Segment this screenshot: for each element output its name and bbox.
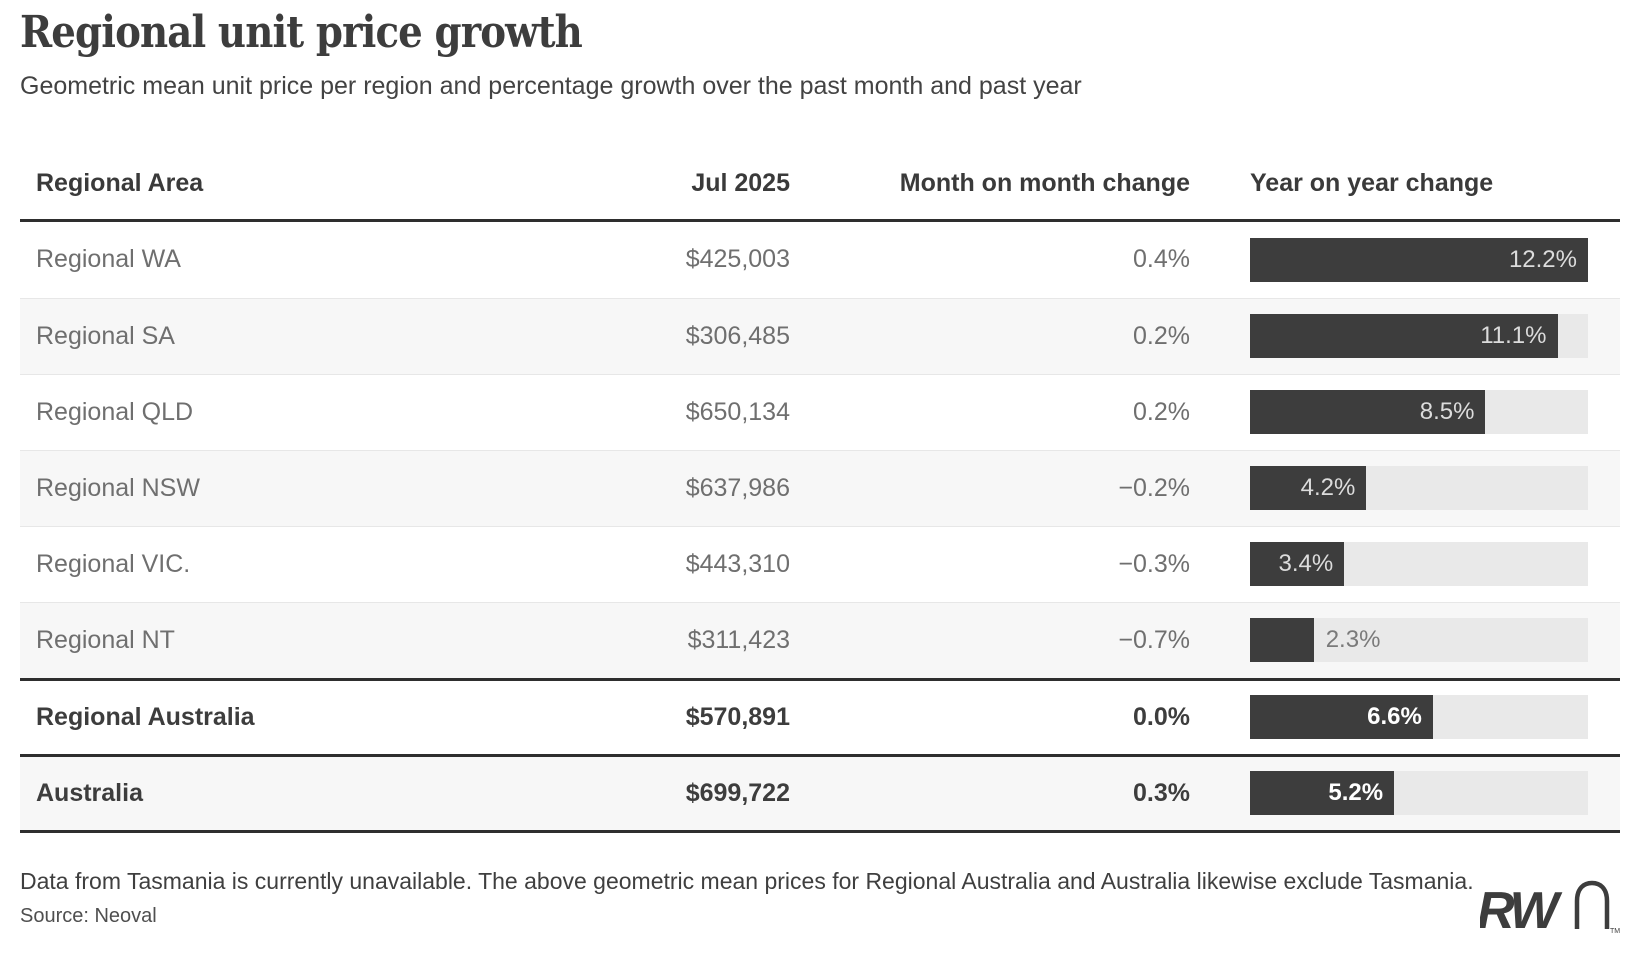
yoy-bar-fill: 11.1% <box>1250 314 1558 359</box>
column-header-year-change: Year on year change <box>1250 168 1494 197</box>
mom-change-cell: 0.2% <box>1133 321 1190 350</box>
yoy-bar-label: 12.2% <box>1508 245 1577 273</box>
mom-change-cell: −0.2% <box>1118 473 1190 502</box>
yoy-bar-track: 4.2% <box>1250 466 1588 511</box>
yoy-bar-fill: 6.6% <box>1250 695 1433 740</box>
price-cell: $699,722 <box>685 778 790 807</box>
yoy-change-cell: 8.5% <box>1250 390 1588 435</box>
mom-change-cell: −0.3% <box>1118 549 1190 578</box>
table-row: Regional WA $425,003 0.4% 12.2% <box>20 222 1620 298</box>
source-credit: Source: Neoval <box>20 905 157 928</box>
yoy-change-cell: 12.2% <box>1250 237 1588 282</box>
yoy-bar-label: 5.2% <box>1328 779 1384 807</box>
footer: Data from Tasmania is currently unavaila… <box>20 867 1620 942</box>
yoy-bar-track: 11.1% <box>1250 314 1588 359</box>
yoy-change-cell: 5.2% <box>1250 771 1588 816</box>
yoy-bar-fill <box>1250 618 1314 663</box>
yoy-change-cell: 6.6% <box>1250 695 1588 740</box>
region-cell: Regional NSW <box>36 473 200 502</box>
rwn-logo-image: RW TM <box>1477 880 1620 940</box>
region-cell: Regional SA <box>36 321 175 350</box>
yoy-bar-label: 8.5% <box>1419 398 1475 426</box>
table-row: Regional QLD $650,134 0.2% 8.5% <box>20 373 1620 450</box>
page-title: Regional unit price growth <box>20 7 583 58</box>
table-row: Regional Australia $570,891 0.0% 6.6% <box>20 677 1620 754</box>
mom-change-cell: −0.7% <box>1118 625 1190 654</box>
yoy-bar-fill: 12.2% <box>1250 237 1588 282</box>
region-cell: Regional WA <box>36 245 181 274</box>
region-cell: Regional VIC. <box>36 549 191 578</box>
page-subtitle: Geometric mean unit price per region and… <box>20 71 1082 100</box>
mom-change-cell: 0.0% <box>1133 702 1190 731</box>
logo-n-glyph <box>1574 880 1610 929</box>
table-body: Regional WA $425,003 0.4% 12.2% Regional SA $… <box>20 222 1620 830</box>
yoy-bar-label: 6.6% <box>1367 703 1422 731</box>
mom-change-cell: 0.3% <box>1133 778 1190 807</box>
rwn-logo: RW TM <box>1477 879 1620 942</box>
price-growth-table: Regional Area Jul 2025 Month on month ch… <box>20 148 1620 833</box>
yoy-bar-track: 12.2% <box>1250 237 1588 282</box>
price-cell: $650,134 <box>685 397 790 426</box>
yoy-change-cell: 4.2% <box>1250 466 1588 511</box>
table-header-row: Regional Area Jul 2025 Month on month ch… <box>20 148 1620 222</box>
yoy-bar-track: 3.4% <box>1250 542 1588 587</box>
price-cell: $306,485 <box>685 321 790 350</box>
region-cell: Regional QLD <box>36 397 194 426</box>
column-header-jul-2025: Jul 2025 <box>691 168 790 197</box>
logo-tm-mark: TM <box>1610 928 1620 935</box>
region-cell: Regional NT <box>36 625 175 654</box>
yoy-change-cell: 11.1% <box>1250 314 1588 359</box>
region-cell: Regional Australia <box>36 702 255 731</box>
table-row: Regional NSW $637,986 −0.2% 4.2% <box>20 449 1620 526</box>
mom-change-cell: 0.2% <box>1133 397 1190 426</box>
yoy-bar-track: 6.6% <box>1250 695 1588 740</box>
yoy-bar-label: 2.3% <box>1325 626 1381 654</box>
yoy-bar-track: 5.2% <box>1250 771 1588 816</box>
price-cell: $425,003 <box>685 245 790 274</box>
table-row: Regional VIC. $443,310 −0.3% 3.4% <box>20 525 1620 602</box>
yoy-bar-track: 8.5% <box>1250 390 1588 435</box>
yoy-bar-label: 4.2% <box>1300 474 1356 502</box>
region-cell: Australia <box>36 778 143 807</box>
tasmania-footnote: Data from Tasmania is currently unavaila… <box>20 867 1474 894</box>
yoy-change-cell: 2.3% <box>1250 618 1588 663</box>
table-row: Regional NT $311,423 −0.7% 2.3% <box>20 601 1620 678</box>
infographic: Regional unit price growth Geometric mea… <box>20 7 1620 942</box>
mom-change-cell: 0.4% <box>1133 245 1190 274</box>
price-cell: $443,310 <box>685 549 790 578</box>
price-cell: $637,986 <box>685 473 790 502</box>
yoy-bar-label: 3.4% <box>1278 550 1334 578</box>
yoy-bar-track: 2.3% <box>1250 618 1588 663</box>
table-row: Australia $699,722 0.3% 5.2% <box>20 753 1620 830</box>
price-cell: $570,891 <box>685 702 790 731</box>
table-row: Regional SA $306,485 0.2% 11.1% <box>20 297 1620 374</box>
yoy-bar-label: 11.1% <box>1480 322 1547 350</box>
price-cell: $311,423 <box>687 625 790 654</box>
logo-rw-text: RW <box>1480 882 1563 937</box>
column-header-regional-area: Regional Area <box>36 168 204 197</box>
yoy-bar-fill: 8.5% <box>1250 390 1486 435</box>
yoy-change-cell: 3.4% <box>1250 542 1588 587</box>
yoy-bar-fill: 4.2% <box>1250 466 1367 511</box>
yoy-bar-fill: 3.4% <box>1250 542 1345 587</box>
column-header-month-change: Month on month change <box>899 168 1190 197</box>
yoy-bar-fill: 5.2% <box>1250 771 1395 816</box>
